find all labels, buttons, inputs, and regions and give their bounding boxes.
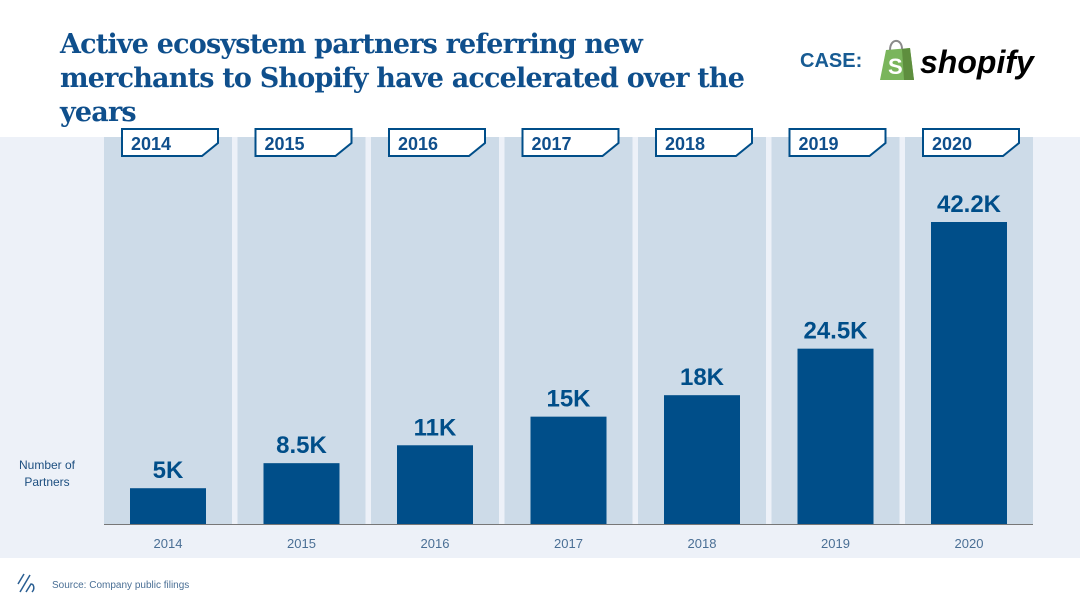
bar [530,416,607,524]
year-tag-label: 2014 [131,134,171,154]
year-tag-label: 2020 [932,134,972,154]
year-tag-label: 2016 [398,134,438,154]
year-tag [788,128,887,157]
svg-text:shopify: shopify [920,44,1036,80]
year-tag-label: 2019 [799,134,839,154]
shopify-logo: S shopify [876,36,1036,91]
data-label: 5K [153,457,184,484]
year-tag-label: 2017 [532,134,572,154]
bar [263,463,340,524]
year-tag-label: 2018 [665,134,705,154]
source-note: Source: Company public filings [52,580,190,591]
data-label: 15K [546,386,591,413]
year-tag [521,128,620,157]
x-tick-label: 2015 [287,536,316,551]
bar [797,348,874,524]
shopify-bag-icon: S shopify [880,39,1036,80]
data-label: 8.5K [276,432,327,459]
column-background [237,137,366,524]
x-tick-label: 2014 [154,536,183,551]
data-label: 18K [680,364,725,391]
x-tick-label: 2018 [688,536,717,551]
diagonal-lines-icon [16,572,38,599]
year-tag [121,128,219,157]
data-label: 24.5K [803,318,868,345]
year-tag [388,128,486,157]
page-title: Active ecosystem partners referring new … [60,29,745,128]
svg-text:S: S [888,54,903,79]
y-axis-label: Number of Partners [18,458,76,489]
year-tag-label: 2015 [265,134,305,154]
x-tick-label: 2016 [421,536,450,551]
year-tag [655,128,753,157]
x-tick-label: 2019 [821,536,850,551]
case-label: CASE: [800,50,863,72]
bar [931,222,1007,524]
bar [130,488,206,524]
column-background [104,137,232,524]
data-label: 42.2K [937,191,1002,218]
data-label: 11K [414,414,457,441]
year-tag [254,128,353,157]
bar [397,445,473,524]
x-tick-label: 2017 [554,536,583,551]
x-tick-label: 2020 [955,536,984,551]
bar [664,395,740,524]
year-tag [922,128,1020,157]
